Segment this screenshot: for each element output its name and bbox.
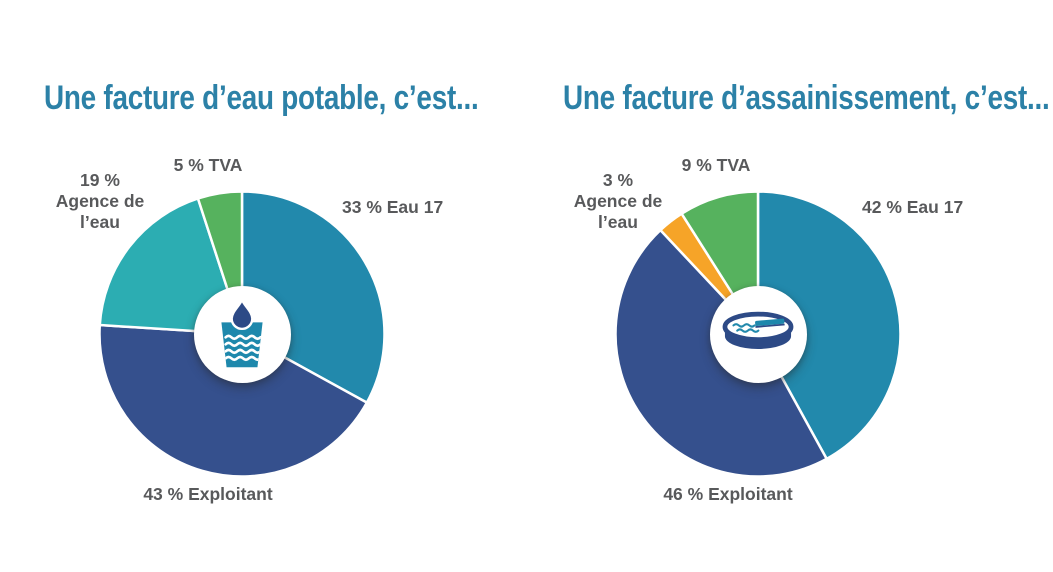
label-tva-assainissement: 9 % TVA bbox=[681, 155, 751, 175]
label-agence-eau-potable: 19 % Agence de l’eau bbox=[55, 170, 145, 232]
water-glass-icon bbox=[221, 297, 263, 367]
label-eau17-assainissement: 42 % Eau 17 bbox=[862, 197, 964, 217]
label-agence-assainissement: 3 % Agence de l’eau bbox=[573, 170, 663, 232]
label-eau17-eau-potable: 33 % Eau 17 bbox=[342, 197, 444, 217]
label-exploitant-assainissement: 46 % Exploitant bbox=[663, 484, 793, 504]
pie-slice-eau-17 bbox=[756, 190, 902, 461]
donut-center-eau-potable bbox=[193, 285, 291, 383]
chart-title-eau-potable: Une facture d’eau potable, c’est... bbox=[44, 79, 479, 117]
pie-slice-exploitant bbox=[98, 323, 369, 478]
label-tva-eau-potable: 5 % TVA bbox=[173, 155, 243, 175]
chart-title-assainissement: Une facture d’assainissement, c’est... bbox=[563, 79, 1050, 117]
pie-chart-assainissement bbox=[613, 189, 903, 479]
pie-chart-eau-potable bbox=[97, 189, 387, 479]
label-exploitant-eau-potable: 43 % Exploitant bbox=[143, 484, 273, 504]
donut-center-assainissement bbox=[709, 285, 807, 383]
treatment-basin-icon bbox=[722, 311, 794, 349]
